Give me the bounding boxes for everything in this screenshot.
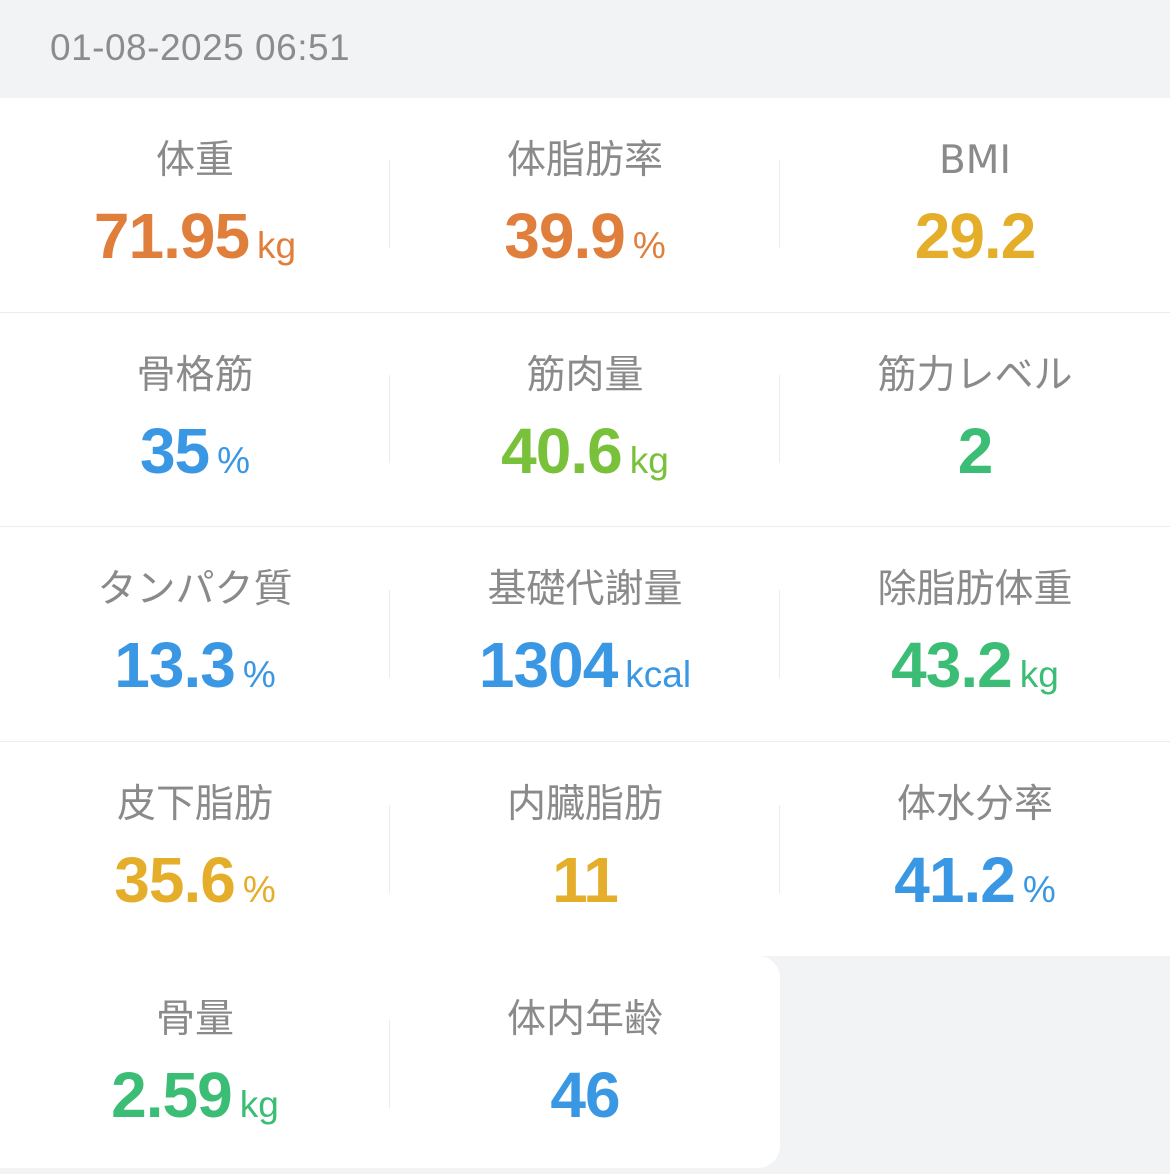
- metric-label: 骨格筋: [136, 353, 254, 398]
- column-divider: [389, 590, 390, 678]
- header: 01-08-2025 06:51: [0, 0, 1170, 98]
- metric-strength-level[interactable]: 筋力レベル 2: [780, 313, 1170, 527]
- metric-value-line: 39.9%: [390, 198, 780, 291]
- metric-unit: kg: [1019, 654, 1059, 695]
- metric-value-line: 2: [780, 413, 1170, 506]
- row-divider: [0, 526, 1170, 527]
- metric-label: BMI: [939, 138, 1011, 183]
- column-divider: [779, 160, 780, 248]
- metric-unit: kg: [257, 225, 297, 266]
- metric-value: 71.95: [93, 200, 250, 272]
- metric-weight[interactable]: 体重 71.95 kg: [0, 98, 390, 312]
- metric-value: 46: [550, 1059, 620, 1131]
- metric-visceral-fat[interactable]: 内臓脂肪 11: [390, 742, 780, 956]
- metric-value-line: 35.6%: [0, 842, 390, 935]
- metric-unit: %: [217, 440, 251, 481]
- row-divider: [0, 312, 1170, 313]
- metric-unit: kcal: [625, 654, 692, 695]
- metric-value: 13.3: [114, 629, 236, 701]
- metric-value: 40.6: [501, 415, 623, 487]
- column-divider: [389, 375, 390, 463]
- metric-value-line: 35%: [0, 413, 390, 506]
- metric-value-line: 71.95 kg: [0, 198, 390, 291]
- column-divider: [389, 1020, 390, 1108]
- metric-label: 体内年齢: [506, 997, 663, 1042]
- metric-value: 1304: [478, 629, 618, 701]
- metric-unit: kg: [239, 1084, 279, 1125]
- metric-value-line: 40.6 kg: [390, 413, 780, 506]
- metrics-card-last-row: [0, 956, 780, 1168]
- metric-value-line: 29.2: [780, 198, 1170, 291]
- metric-body-fat-rate[interactable]: 体脂肪率 39.9%: [390, 98, 780, 312]
- metric-value-line: 2.59 kg: [0, 1057, 390, 1150]
- metric-value-line: 13.3%: [0, 627, 390, 720]
- column-divider: [779, 375, 780, 463]
- metric-unit: %: [242, 869, 276, 910]
- metric-value-line: 46: [390, 1057, 780, 1150]
- metric-label: 体水分率: [896, 782, 1053, 827]
- metric-label: 除脂肪体重: [877, 567, 1073, 612]
- metric-unit: %: [1022, 869, 1056, 910]
- metric-value-line: 43.2 kg: [780, 627, 1170, 720]
- metric-body-age[interactable]: 体内年齢 46: [390, 957, 780, 1171]
- metric-value: 35: [139, 415, 210, 487]
- metric-value: 11: [552, 844, 619, 916]
- column-divider: [389, 805, 390, 893]
- metric-protein[interactable]: タンパク質 13.3%: [0, 527, 390, 741]
- metric-unit: kg: [629, 440, 669, 481]
- metric-skeletal-muscle[interactable]: 骨格筋 35%: [0, 313, 390, 527]
- column-divider: [779, 805, 780, 893]
- metric-label: 基礎代謝量: [487, 567, 683, 612]
- metric-value: 39.9: [504, 200, 626, 272]
- metric-value-line: 11: [390, 842, 780, 935]
- metric-bmi[interactable]: BMI 29.2: [780, 98, 1170, 312]
- metric-basal-metabolism[interactable]: 基礎代謝量 1304 kcal: [390, 527, 780, 741]
- metric-value: 29.2: [914, 200, 1037, 272]
- measurement-timestamp: 01-08-2025 06:51: [50, 27, 351, 68]
- metric-label: 骨量: [155, 997, 234, 1042]
- metric-lean-body-mass[interactable]: 除脂肪体重 43.2 kg: [780, 527, 1170, 741]
- metric-subcutaneous-fat[interactable]: 皮下脂肪 35.6%: [0, 742, 390, 956]
- metric-label: 内臓脂肪: [506, 782, 663, 827]
- metric-label: 皮下脂肪: [116, 782, 273, 827]
- metric-label: 筋肉量: [526, 353, 644, 398]
- row-divider: [0, 741, 1170, 742]
- metric-value: 2.59: [111, 1059, 233, 1131]
- metric-body-water[interactable]: 体水分率 41.2%: [780, 742, 1170, 956]
- metric-muscle-mass[interactable]: 筋肉量 40.6 kg: [390, 313, 780, 527]
- metric-label: 体脂肪率: [506, 138, 663, 183]
- column-divider: [779, 590, 780, 678]
- metric-value: 35.6: [114, 844, 236, 916]
- metric-value: 43.2: [891, 629, 1013, 701]
- metric-value: 41.2: [894, 844, 1016, 916]
- metric-unit: %: [242, 654, 276, 695]
- metric-unit: %: [632, 225, 666, 266]
- metrics-card: [0, 98, 1170, 956]
- metric-label: 筋力レベル: [877, 353, 1073, 398]
- metric-value-line: 41.2%: [780, 842, 1170, 935]
- metric-value: 2: [957, 415, 994, 487]
- metric-value-line: 1304 kcal: [390, 627, 780, 720]
- column-divider: [389, 160, 390, 248]
- metric-bone-mass[interactable]: 骨量 2.59 kg: [0, 957, 390, 1171]
- metric-label: 体重: [155, 138, 234, 183]
- metric-label: タンパク質: [97, 567, 293, 612]
